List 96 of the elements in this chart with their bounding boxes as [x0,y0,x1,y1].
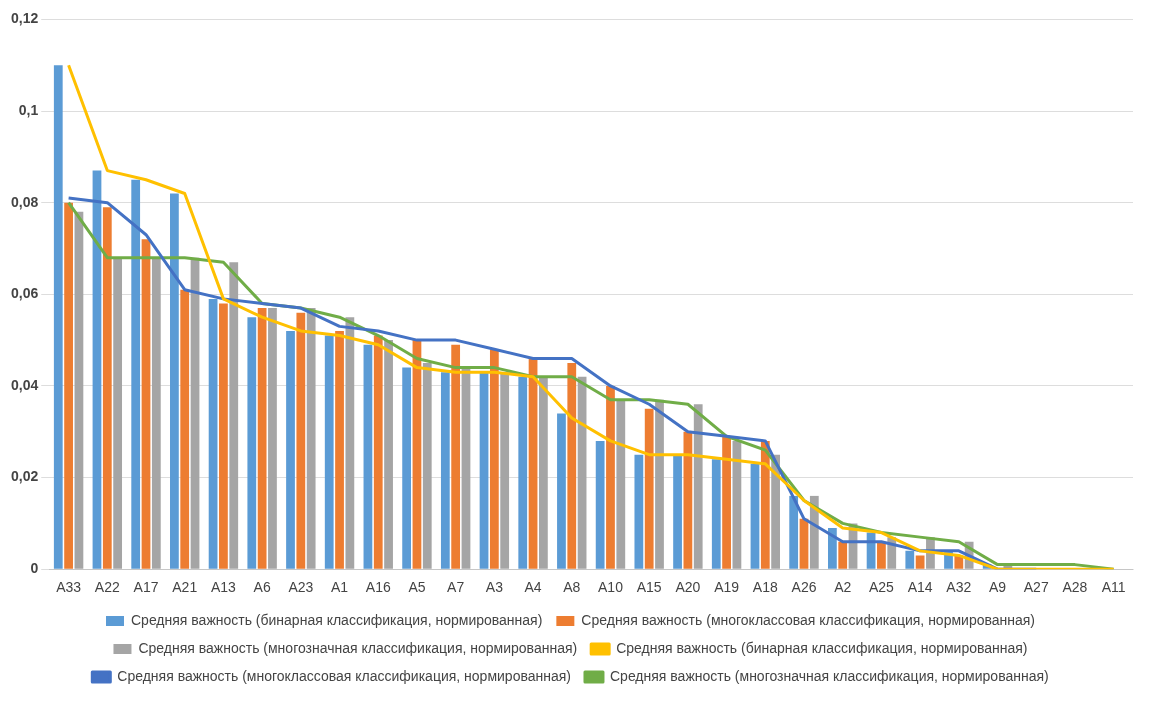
bar [384,340,393,569]
x-tick-label: A20 [675,579,701,596]
x-tick-label: A8 [563,579,581,596]
bar [363,344,373,569]
bar [268,308,277,569]
x-tick-label: A15 [636,579,662,596]
x-tick-label: A27 [1023,579,1049,596]
bar [257,308,267,569]
bar [170,193,179,569]
legend-label: Средняя важность (бинарная классификация, нормированная) [130,611,543,628]
y-tick-label: 0,04 [11,376,39,393]
bar [219,303,228,569]
bar [479,372,489,569]
bar [53,65,63,569]
x-tick-label: A18 [752,579,778,596]
bar [750,463,760,569]
x-tick-label: A28 [1062,579,1088,596]
bar [74,211,84,569]
bar [335,330,344,569]
x-tick-label: A19 [714,579,740,596]
bar [324,335,334,569]
bar [655,399,664,569]
bar [402,367,412,569]
bar [634,454,644,569]
x-tick-label: A7 [447,579,465,596]
x-tick-label: A23 [288,579,314,596]
bar [141,239,151,569]
x-tick-label: A17 [133,579,159,596]
bar [595,440,605,569]
x-tick-label: A4 [524,579,542,596]
bar [64,202,73,569]
bar [373,335,383,569]
bar [877,541,886,569]
x-tick-label: A1 [330,579,349,596]
legend-label: Средняя важность (многоклассовая классификация, нормированная) [581,611,1036,628]
bar [539,376,548,569]
x-tick-label: A3 [485,579,504,596]
bar [673,454,682,569]
bar [151,257,161,569]
bar [644,408,654,569]
bar [693,404,703,569]
bar [306,308,316,569]
bar [518,376,528,569]
legend-label: Средняя важность (многоклассовая классификация, нормированная) [117,667,571,684]
bar [286,330,295,569]
bar [616,399,626,569]
bar [905,550,915,569]
x-tick-label: A2 [834,579,852,596]
x-tick-label: A6 [253,579,271,596]
y-tick-label: 0,06 [11,285,39,302]
legend-label: Средняя важность (многозначная классификация, нормированная) [609,667,1049,684]
x-tick-label: A10 [598,579,624,596]
bar [180,289,190,569]
x-tick-label: A25 [868,579,895,596]
bar [190,257,200,569]
bar [567,363,577,569]
bar [440,372,450,569]
x-tick-label: A13 [210,579,237,596]
x-tick-label: A11 [1101,579,1126,596]
x-tick-label: A22 [94,579,120,596]
x-tick-label: A16 [365,579,391,596]
bar [838,541,848,569]
y-tick-label: 0,08 [11,193,39,210]
bar [247,317,257,569]
bar [760,440,770,569]
x-tick-label: A14 [907,579,933,596]
bar [557,413,566,569]
y-tick-label: 0,02 [11,468,39,485]
y-tick-label: 0 [30,560,39,577]
bar [131,179,141,569]
bar [113,257,123,569]
bar [606,385,615,569]
x-tick-label: A9 [988,579,1007,596]
bar [722,436,731,569]
bar [208,298,218,569]
bar [915,555,925,569]
y-tick-label: 0,12 [11,10,39,27]
x-tick-label: A21 [172,579,198,596]
x-tick-label: A26 [791,579,817,596]
bar [229,262,239,569]
legend-label: Средняя важность (многозначная классификация, нормированная) [138,639,578,656]
bar [422,363,432,569]
legend-label: Средняя важность (бинарная классификация, нормированная) [616,639,1028,656]
bar [451,344,461,569]
bar [102,207,112,569]
bar [345,317,355,569]
y-tick-label: 0,1 [18,101,39,118]
x-tick-label: A32 [946,579,972,596]
bar [711,459,721,569]
bar [489,349,499,569]
x-tick-label: A33 [56,579,82,596]
bar [500,372,510,569]
bar [789,495,799,569]
bar [296,312,306,569]
x-tick-label: A5 [408,579,426,596]
bar [828,527,837,569]
